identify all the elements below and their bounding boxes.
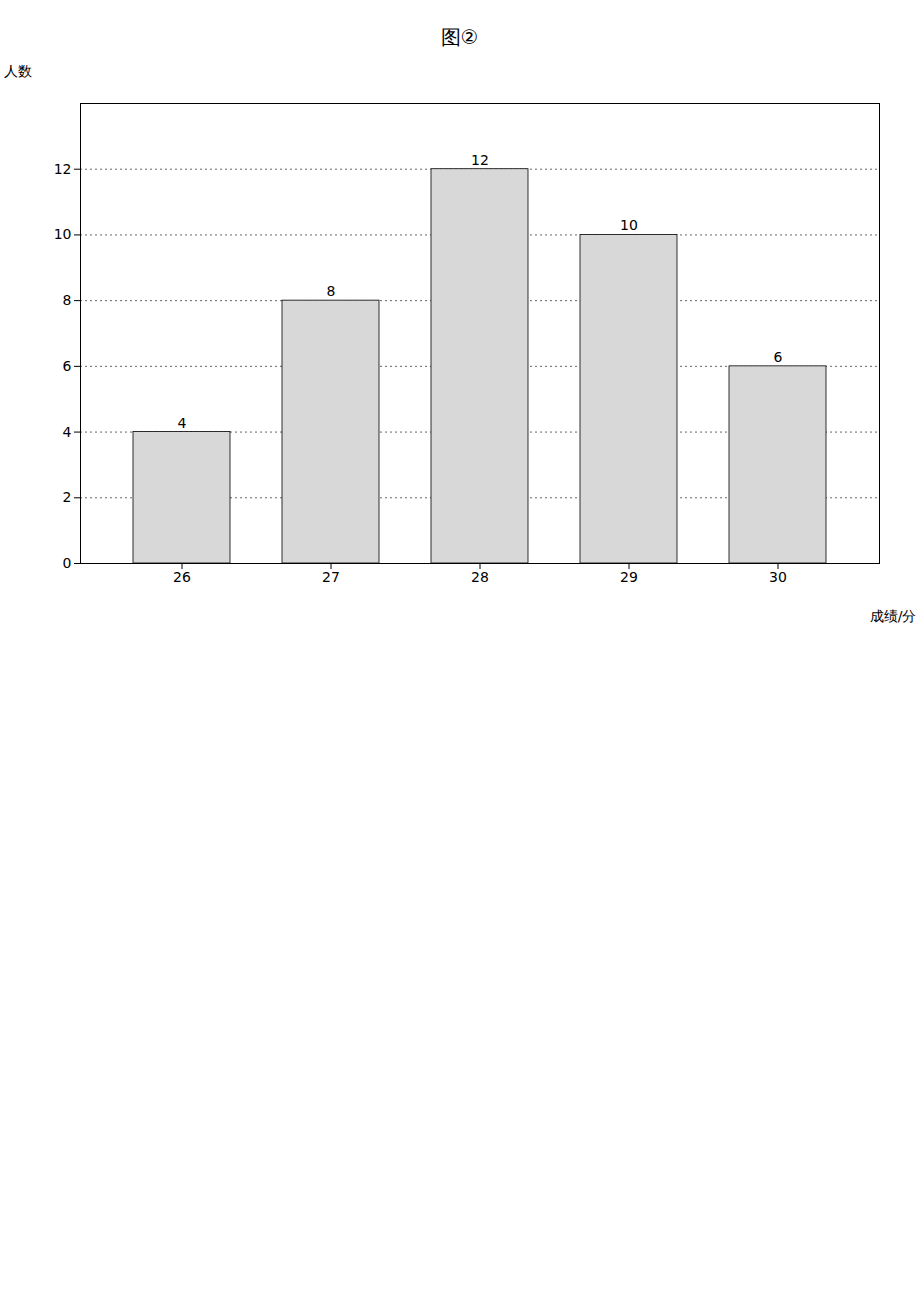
svg-text:12: 12 <box>54 161 72 177</box>
svg-text:28: 28 <box>471 569 489 585</box>
svg-text:12: 12 <box>471 152 489 168</box>
svg-text:8: 8 <box>327 283 336 299</box>
svg-text:26: 26 <box>173 569 191 585</box>
svg-text:0: 0 <box>63 555 72 571</box>
svg-text:30: 30 <box>769 569 787 585</box>
svg-text:10: 10 <box>54 226 72 242</box>
svg-text:6: 6 <box>63 358 72 374</box>
svg-text:29: 29 <box>620 569 638 585</box>
svg-text:27: 27 <box>322 569 340 585</box>
svg-text:4: 4 <box>63 424 72 440</box>
svg-text:成绩/分: 成绩/分 <box>870 608 917 624</box>
svg-text:4: 4 <box>178 415 187 431</box>
html-text:图②: 图② <box>440 25 479 49</box>
svg-text:8: 8 <box>63 292 72 308</box>
svg-text:10: 10 <box>620 217 638 233</box>
svg-text:人数: 人数 <box>4 63 32 79</box>
svg-text:6: 6 <box>774 349 783 365</box>
svg-text:2: 2 <box>63 489 72 505</box>
